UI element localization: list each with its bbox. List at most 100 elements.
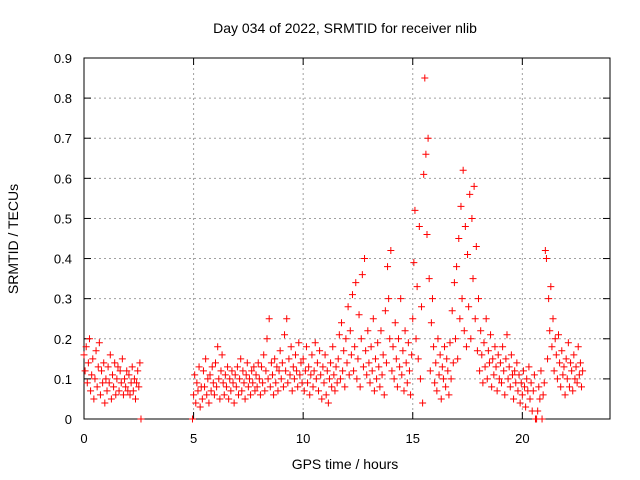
data-point bbox=[214, 343, 222, 351]
data-point bbox=[496, 359, 504, 367]
data-point bbox=[112, 391, 120, 399]
data-point bbox=[572, 363, 580, 371]
data-point bbox=[352, 279, 360, 287]
data-point bbox=[311, 339, 319, 347]
data-point bbox=[240, 379, 248, 387]
data-point bbox=[473, 347, 481, 355]
data-point bbox=[506, 383, 514, 391]
data-point bbox=[315, 387, 323, 395]
data-point bbox=[327, 359, 335, 367]
data-point bbox=[81, 367, 89, 375]
data-point bbox=[306, 391, 314, 399]
data-point bbox=[405, 367, 413, 375]
data-point bbox=[564, 339, 572, 347]
data-point bbox=[388, 367, 396, 375]
data-point bbox=[445, 391, 453, 399]
data-point bbox=[226, 375, 234, 383]
data-point bbox=[279, 383, 287, 391]
data-point bbox=[510, 395, 518, 403]
data-point bbox=[371, 355, 379, 363]
data-point bbox=[281, 331, 289, 339]
data-point bbox=[488, 383, 496, 391]
data-point bbox=[260, 351, 268, 359]
data-point bbox=[451, 335, 459, 343]
data-point bbox=[222, 383, 230, 391]
data-point bbox=[271, 355, 279, 363]
data-point bbox=[480, 339, 488, 347]
data-point bbox=[511, 367, 519, 375]
data-point bbox=[216, 395, 224, 403]
data-point bbox=[568, 367, 576, 375]
data-point bbox=[206, 371, 214, 379]
data-point bbox=[471, 315, 479, 323]
data-point bbox=[115, 387, 123, 395]
data-point bbox=[364, 327, 372, 335]
y-tick-label: 0.1 bbox=[54, 372, 72, 387]
data-point bbox=[454, 355, 462, 363]
data-point bbox=[522, 403, 530, 411]
data-point bbox=[377, 327, 385, 335]
data-point bbox=[435, 371, 443, 379]
data-point bbox=[318, 395, 326, 403]
data-point bbox=[310, 367, 318, 375]
data-point bbox=[123, 367, 131, 375]
data-point bbox=[430, 343, 438, 351]
data-point bbox=[393, 383, 401, 391]
data-point bbox=[461, 222, 469, 230]
data-point bbox=[199, 367, 207, 375]
data-point bbox=[342, 335, 350, 343]
data-point bbox=[91, 375, 99, 383]
data-point bbox=[265, 315, 273, 323]
data-point bbox=[363, 371, 371, 379]
data-point bbox=[237, 355, 245, 363]
data-point bbox=[302, 343, 310, 351]
data-point bbox=[428, 295, 436, 303]
data-point bbox=[272, 379, 280, 387]
data-point bbox=[82, 343, 90, 351]
data-point bbox=[344, 303, 352, 311]
data-point bbox=[274, 387, 282, 395]
data-point bbox=[212, 359, 219, 367]
data-point bbox=[433, 387, 441, 395]
data-point bbox=[556, 359, 564, 367]
data-point bbox=[275, 367, 283, 375]
y-tick-label: 0.7 bbox=[54, 131, 72, 146]
data-point bbox=[554, 331, 562, 339]
data-point bbox=[547, 283, 555, 291]
data-point bbox=[126, 391, 134, 399]
data-point bbox=[87, 387, 95, 395]
data-point bbox=[396, 363, 404, 371]
data-point bbox=[227, 387, 235, 395]
data-point bbox=[478, 351, 486, 359]
data-point bbox=[284, 379, 292, 387]
data-point bbox=[374, 339, 382, 347]
data-point bbox=[209, 379, 217, 387]
data-point bbox=[235, 391, 243, 399]
data-point bbox=[578, 383, 586, 391]
data-point bbox=[401, 327, 409, 335]
data-point bbox=[455, 235, 463, 242]
data-point bbox=[492, 363, 500, 371]
data-point bbox=[332, 363, 340, 371]
data-point bbox=[361, 255, 369, 263]
axis-ticks: 0 0.1 0.2 0.3 0.4 0.5 0.6 0.7 0.8 0.9 0 5 10 15 20 bbox=[54, 51, 610, 446]
data-point bbox=[267, 359, 275, 367]
data-point bbox=[264, 375, 272, 383]
data-point bbox=[551, 335, 559, 343]
data-point bbox=[243, 359, 251, 367]
data-point bbox=[422, 150, 430, 158]
data-point bbox=[283, 315, 291, 323]
x-tick-label: 20 bbox=[515, 431, 529, 446]
data-point bbox=[403, 379, 411, 387]
data-point bbox=[359, 363, 367, 371]
data-point bbox=[230, 399, 238, 407]
data-point bbox=[136, 359, 144, 367]
data-point bbox=[346, 327, 354, 335]
data-point bbox=[118, 355, 126, 363]
data-point bbox=[313, 359, 321, 367]
data-point bbox=[368, 367, 376, 375]
data-point bbox=[459, 166, 467, 174]
data-point bbox=[355, 311, 363, 319]
data-point bbox=[450, 279, 458, 287]
